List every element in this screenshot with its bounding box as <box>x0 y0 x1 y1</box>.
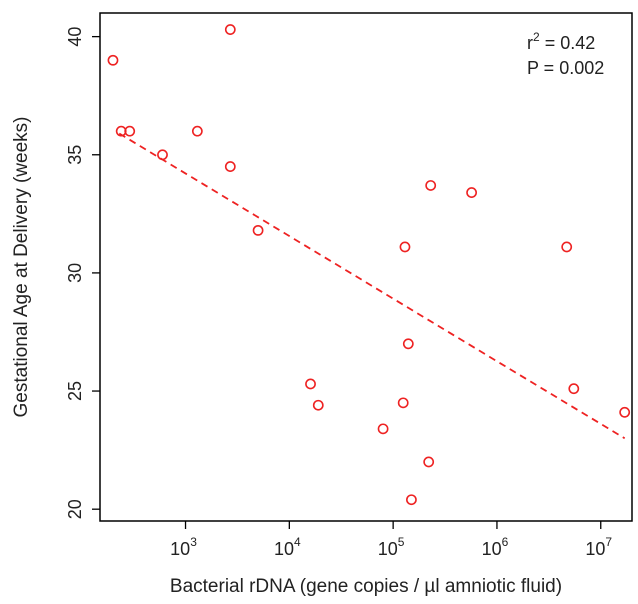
y-tick-label: 25 <box>65 381 85 401</box>
data-point <box>423 456 435 468</box>
data-point <box>425 180 437 191</box>
data-point <box>224 161 236 172</box>
data-point <box>124 125 136 137</box>
x-tick-label: 104 <box>274 535 301 559</box>
data-point <box>561 241 573 253</box>
x-axis-ticks: 103 104 105 106 107 <box>170 521 612 559</box>
data-point <box>619 406 631 418</box>
x-axis-title: Bacterial rDNA (gene copies / µl amnioti… <box>170 576 562 597</box>
data-point <box>402 338 414 350</box>
y-axis-ticks: 20 25 30 35 40 <box>65 27 100 519</box>
x-tick-label: 107 <box>585 535 612 559</box>
x-tick-label: 105 <box>378 535 405 559</box>
data-point <box>157 149 168 161</box>
y-tick-label: 30 <box>65 263 85 283</box>
data-point <box>305 378 316 390</box>
data-point <box>224 24 236 35</box>
data-point <box>191 125 203 137</box>
data-point <box>312 399 324 411</box>
data-point <box>399 241 411 253</box>
data-point <box>466 187 478 198</box>
y-axis-title: Gestational Age at Delivery (weeks) <box>11 117 32 418</box>
data-point <box>107 54 119 66</box>
x-tick-label: 103 <box>170 535 197 559</box>
data-points <box>107 24 631 506</box>
data-point <box>252 224 264 236</box>
plot-frame <box>99 12 633 522</box>
y-tick-label: 20 <box>65 499 85 519</box>
data-point <box>397 397 409 409</box>
p-value-annotation: P = 0.002 <box>527 58 604 78</box>
data-point <box>377 423 389 435</box>
data-point <box>568 383 580 395</box>
x-tick-label: 106 <box>482 535 509 559</box>
r2-annotation: r2 = 0.42 <box>527 30 595 53</box>
y-tick-label: 40 <box>65 27 85 47</box>
regression-line <box>118 132 626 440</box>
data-point <box>406 494 417 506</box>
y-tick-label: 35 <box>65 145 85 165</box>
